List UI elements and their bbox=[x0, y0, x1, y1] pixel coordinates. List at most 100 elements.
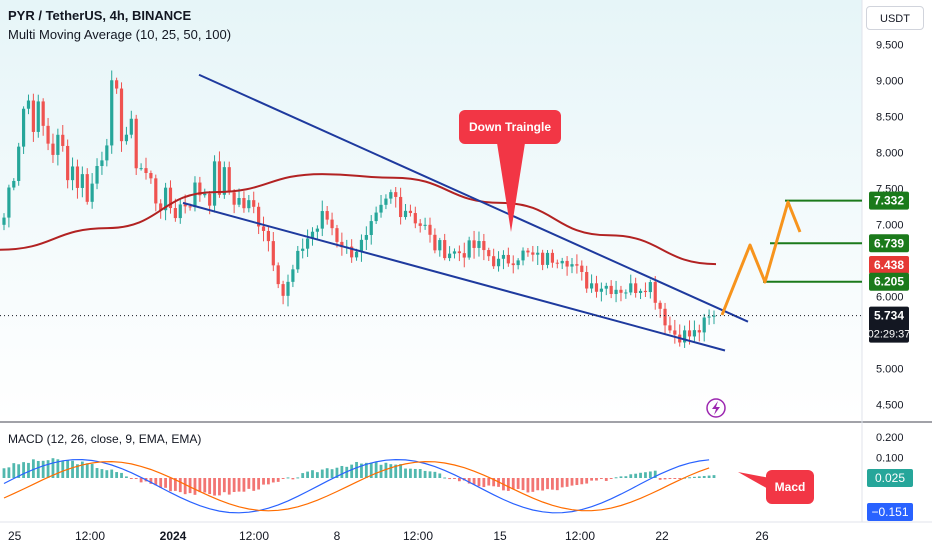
macd-hist-bar bbox=[306, 471, 309, 478]
macd-hist-bar bbox=[267, 478, 270, 485]
candle-body bbox=[555, 262, 559, 264]
candle bbox=[379, 195, 383, 218]
candle bbox=[291, 264, 295, 288]
macd-hist-bar bbox=[384, 462, 388, 478]
macd-hist-bar bbox=[31, 459, 35, 478]
macd-callout-box bbox=[766, 470, 814, 504]
candle bbox=[634, 277, 638, 298]
candle-body bbox=[521, 250, 525, 261]
candle bbox=[389, 189, 393, 204]
macd-hist-bar bbox=[438, 473, 442, 478]
macd-hist-bar bbox=[188, 478, 192, 494]
x-tick-label: 15 bbox=[493, 529, 507, 543]
macd-hist-bar bbox=[428, 471, 432, 478]
candle bbox=[496, 251, 501, 272]
candle bbox=[257, 202, 261, 235]
macd-hist-bar bbox=[159, 478, 163, 488]
candle-body bbox=[511, 263, 515, 266]
candle-body bbox=[247, 200, 251, 209]
candle-body bbox=[609, 285, 613, 295]
candle-body bbox=[354, 251, 359, 258]
candle-body bbox=[222, 167, 226, 195]
candle bbox=[56, 128, 60, 166]
macd-hist-bar bbox=[648, 471, 652, 478]
y-tick-label: 4.500 bbox=[876, 400, 904, 412]
macd-hist-bar bbox=[271, 478, 275, 483]
candle-body bbox=[163, 187, 168, 211]
candle bbox=[325, 206, 329, 225]
macd-value-text: 0.025 bbox=[875, 471, 905, 485]
candle bbox=[673, 319, 677, 344]
candle bbox=[413, 206, 417, 229]
candle-body bbox=[110, 80, 114, 146]
price-label-value: 6.739 bbox=[874, 236, 904, 250]
candle-body bbox=[619, 289, 623, 293]
candle bbox=[619, 285, 623, 302]
macd-y-tick-label: 0.200 bbox=[876, 432, 904, 444]
candle bbox=[70, 157, 75, 191]
y-tick-label: 9.000 bbox=[876, 76, 904, 88]
candle bbox=[149, 170, 153, 184]
macd-hist-bar bbox=[394, 464, 398, 478]
macd-hist-bar bbox=[423, 470, 427, 478]
macd-hist-bar bbox=[95, 468, 99, 478]
candle bbox=[452, 248, 457, 259]
candle-body bbox=[399, 196, 403, 218]
candle bbox=[178, 199, 182, 224]
candle-body bbox=[212, 161, 217, 206]
candle-body bbox=[575, 264, 579, 266]
price-label-value: 7.332 bbox=[874, 194, 904, 208]
macd-hist-bar bbox=[477, 478, 481, 487]
macd-callout[interactable]: Macd bbox=[738, 470, 814, 504]
macd-hist-bar bbox=[609, 478, 613, 479]
candle bbox=[511, 255, 515, 274]
signal-line[interactable] bbox=[3, 460, 710, 512]
candle bbox=[521, 247, 525, 266]
projection-path[interactable] bbox=[720, 200, 802, 316]
macd-hist-bar bbox=[100, 469, 104, 478]
symbol-title: PYR / TetherUS, 4h, BINANCE bbox=[8, 8, 192, 23]
candle bbox=[115, 77, 119, 94]
down-triangle-callout[interactable]: Down Traingle bbox=[459, 110, 561, 232]
candle-body bbox=[227, 167, 231, 193]
macd-hist-bar bbox=[374, 461, 378, 478]
y-tick-label: 8.500 bbox=[876, 112, 904, 124]
y-tick-label: 9.500 bbox=[876, 40, 904, 52]
macd-line[interactable] bbox=[3, 458, 710, 514]
candle-body bbox=[350, 246, 354, 258]
candle bbox=[614, 280, 618, 303]
candle bbox=[75, 159, 80, 199]
macd-hist-bar bbox=[281, 478, 285, 479]
candle-body bbox=[149, 173, 153, 179]
macd-hist-bar bbox=[531, 478, 535, 492]
currency-button[interactable]: USDT bbox=[866, 6, 924, 30]
macd-hist-bar bbox=[457, 478, 461, 482]
candle bbox=[36, 94, 40, 138]
price-label: 7.332 bbox=[869, 191, 909, 210]
candle bbox=[66, 139, 70, 189]
lightning-icon[interactable] bbox=[706, 398, 726, 418]
candle-body bbox=[585, 271, 589, 289]
lower-trendline[interactable] bbox=[182, 201, 726, 352]
candle-body bbox=[2, 217, 6, 225]
candle-body bbox=[418, 223, 422, 226]
candle bbox=[643, 282, 648, 297]
macd-hist-bar bbox=[85, 463, 89, 478]
candle bbox=[555, 259, 559, 269]
macd-hist-bar bbox=[678, 478, 682, 479]
candle-body bbox=[624, 292, 628, 294]
candle bbox=[51, 133, 55, 163]
macd-hist-bar bbox=[36, 460, 40, 478]
macd-title: MACD (12, 26, close, 9, EMA, EMA) bbox=[8, 432, 201, 446]
moving-average-line[interactable] bbox=[0, 173, 717, 266]
x-tick-label: 12:00 bbox=[403, 529, 433, 543]
macd-hist-bar bbox=[301, 473, 305, 478]
candle bbox=[658, 300, 662, 318]
upper-trendline[interactable] bbox=[198, 73, 749, 323]
candle bbox=[159, 199, 163, 219]
candle bbox=[271, 232, 275, 272]
candle-body bbox=[90, 183, 94, 202]
candle-body bbox=[599, 288, 603, 292]
candle-body bbox=[281, 284, 285, 296]
